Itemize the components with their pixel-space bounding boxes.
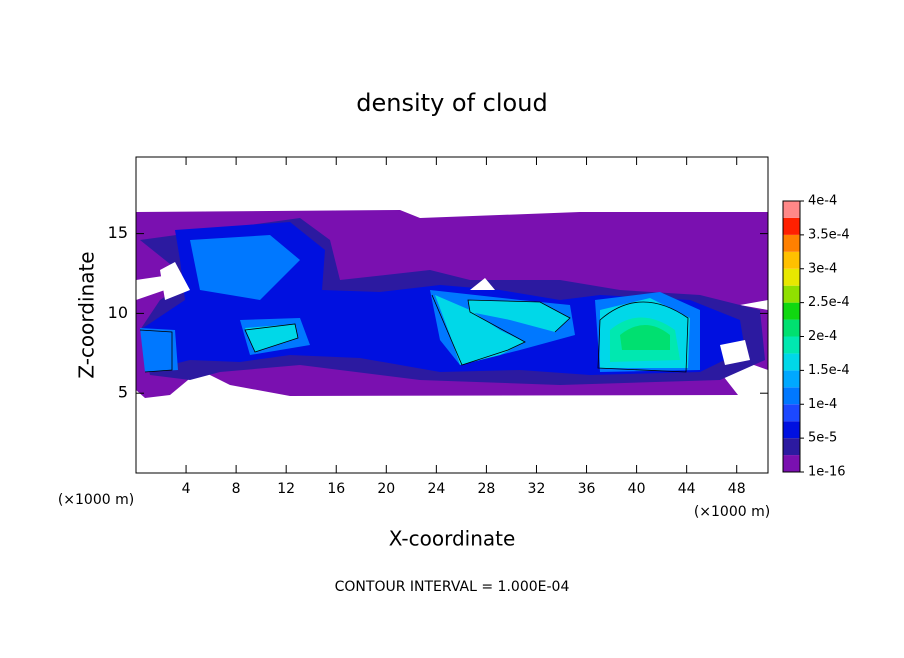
colorbar-label: 2e-4: [808, 329, 837, 344]
footer: CONTOUR INTERVAL = 1.000E-04: [335, 579, 570, 595]
colorbar-band: [783, 455, 800, 472]
x-unit: (×1000 m): [694, 504, 770, 520]
colorbar-band: [783, 319, 800, 337]
x-tick-label: 4: [182, 481, 191, 497]
y-tick-label: 15: [108, 223, 128, 242]
colorbar-band: [783, 302, 800, 320]
colorbar-label: 4e-4: [808, 194, 837, 209]
colorbar-label: 1e-4: [808, 397, 837, 412]
x-tick-label: 48: [728, 481, 746, 497]
colorbar-band: [783, 404, 800, 422]
colorbar-band: [783, 438, 800, 456]
plot-frame: [135, 156, 769, 474]
x-tick-label: 32: [528, 481, 546, 497]
x-tick-label: 8: [232, 481, 241, 497]
colorbar-band: [783, 421, 800, 439]
colorbar-band: [783, 268, 800, 286]
y-unit: (×1000 m): [58, 492, 134, 508]
contour-band: [245, 295, 690, 368]
y-tick-label: 10: [108, 303, 128, 322]
contour-field: [136, 210, 768, 398]
colorbar-band: [783, 285, 800, 303]
x-tick-label: 12: [277, 481, 295, 497]
x-tick-label: 28: [478, 481, 496, 497]
colorbar-label: 1e-16: [808, 465, 846, 480]
x-tick-label: 24: [427, 481, 445, 497]
x-tick-label: 20: [377, 481, 395, 497]
colorbar-band: [783, 336, 800, 354]
colorbar-label: 1.5e-4: [808, 363, 850, 378]
colorbar-band: [783, 217, 800, 235]
contour-line: [139, 294, 689, 373]
x-axis-label: X-coordinate: [389, 527, 516, 551]
colorbar-label: 3.5e-4: [808, 227, 850, 242]
colorbar-label: 3e-4: [808, 261, 837, 276]
colorbar-band: [783, 387, 800, 405]
colorbar-label: 5e-5: [808, 431, 837, 446]
x-tick-label: 16: [327, 481, 345, 497]
colorbar-band: [783, 234, 800, 252]
contour-band: [620, 325, 670, 350]
colorbar-band: [783, 370, 800, 388]
y-axis-label: Z-coordinate: [75, 251, 99, 378]
x-tick-label: 44: [678, 481, 696, 497]
colorbar-band: [783, 353, 800, 371]
colorbar-label: 2.5e-4: [808, 295, 850, 310]
colorbar-band: [783, 251, 800, 269]
chart-title: density of cloud: [356, 89, 547, 117]
x-tick-label: 36: [578, 481, 596, 497]
x-tick-label: 40: [628, 481, 646, 497]
colorbar-band: [783, 201, 800, 218]
y-tick-label: 5: [118, 383, 128, 402]
